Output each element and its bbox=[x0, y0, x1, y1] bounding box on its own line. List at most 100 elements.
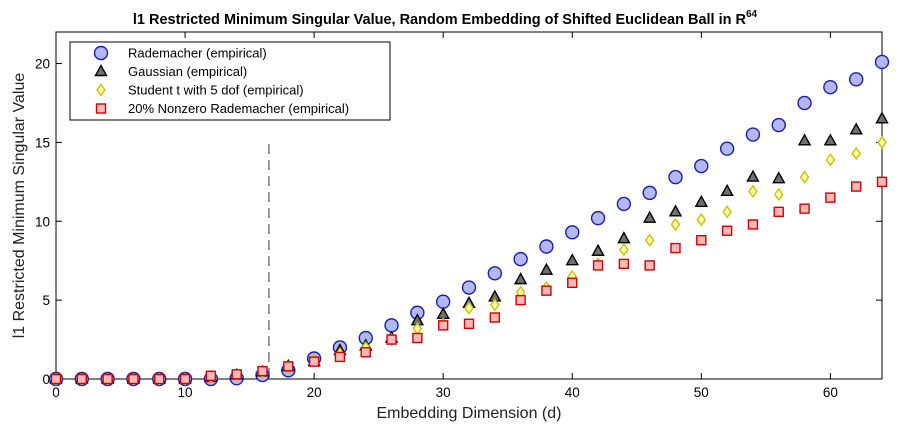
data-point bbox=[823, 133, 838, 146]
data-point bbox=[746, 169, 760, 182]
data-point bbox=[850, 181, 862, 192]
data-point bbox=[618, 258, 630, 270]
data-point bbox=[487, 266, 503, 281]
x-tick-label: 40 bbox=[565, 385, 580, 400]
data-point bbox=[592, 260, 604, 271]
y-tick-label: 15 bbox=[35, 135, 50, 150]
data-point bbox=[799, 170, 810, 184]
data-point bbox=[825, 153, 836, 167]
data-point bbox=[619, 242, 629, 257]
x-tick-label: 0 bbox=[52, 385, 60, 400]
legend-label: Rademacher (empirical) bbox=[128, 46, 267, 61]
legend-marker bbox=[93, 45, 109, 61]
data-point bbox=[876, 176, 888, 188]
data-point bbox=[616, 196, 632, 212]
data-markers bbox=[48, 54, 890, 387]
legend-label: Student t with 5 dof (empirical) bbox=[128, 83, 304, 98]
data-point bbox=[591, 243, 605, 256]
data-point bbox=[694, 194, 708, 208]
legend-item: Gaussian (empirical) bbox=[94, 64, 247, 79]
legend-marker bbox=[94, 64, 108, 77]
y-tick-label: 10 bbox=[35, 214, 50, 229]
data-point bbox=[851, 146, 862, 161]
data-point bbox=[539, 262, 554, 275]
plot-area: 0 10 20 30 40 50 60 0 5 10 15 20 bbox=[35, 31, 883, 400]
data-point bbox=[772, 171, 786, 184]
data-point bbox=[489, 312, 501, 323]
data-point bbox=[386, 334, 397, 345]
data-point bbox=[722, 205, 732, 219]
data-point bbox=[797, 133, 812, 146]
data-point bbox=[696, 234, 707, 246]
data-point bbox=[565, 225, 580, 240]
data-point bbox=[565, 253, 579, 266]
data-point bbox=[668, 204, 683, 217]
data-point bbox=[102, 373, 113, 385]
data-point bbox=[696, 213, 707, 227]
data-point bbox=[435, 294, 451, 309]
data-point bbox=[719, 141, 735, 156]
data-point bbox=[231, 369, 242, 380]
data-point bbox=[567, 277, 578, 288]
data-point bbox=[128, 373, 139, 385]
data-point bbox=[257, 365, 268, 377]
chart-title-superscript: 64 bbox=[746, 9, 758, 20]
data-point bbox=[874, 54, 890, 70]
legend-item: Rademacher (empirical) bbox=[93, 45, 267, 61]
data-point bbox=[76, 373, 88, 385]
data-point bbox=[797, 95, 812, 111]
data-point bbox=[283, 361, 294, 372]
y-tick-label: 20 bbox=[35, 57, 50, 72]
data-point bbox=[464, 301, 474, 315]
data-point bbox=[463, 318, 475, 329]
data-point bbox=[308, 356, 320, 367]
data-point bbox=[436, 306, 450, 320]
series-gaussian bbox=[49, 111, 889, 384]
data-point bbox=[745, 127, 761, 142]
data-point bbox=[412, 332, 423, 344]
data-point bbox=[644, 233, 655, 247]
data-point bbox=[590, 210, 606, 226]
data-point bbox=[617, 231, 631, 244]
data-point bbox=[643, 210, 657, 223]
data-point bbox=[437, 320, 449, 331]
data-point bbox=[875, 111, 889, 124]
series-sparse-rademacher bbox=[50, 176, 888, 385]
data-point bbox=[513, 272, 528, 285]
y-axis-label: l1 Restricted Minimum Singular Value bbox=[11, 73, 28, 339]
data-point bbox=[489, 298, 500, 312]
x-tick-label: 20 bbox=[307, 385, 322, 400]
y-tick-label: 0 bbox=[42, 372, 50, 387]
legend-marker bbox=[96, 83, 106, 97]
x-tick-label: 10 bbox=[178, 385, 193, 400]
data-point bbox=[848, 72, 864, 87]
data-point bbox=[670, 217, 681, 232]
data-point bbox=[849, 122, 863, 135]
data-point bbox=[205, 370, 217, 382]
data-point bbox=[721, 225, 733, 236]
data-point bbox=[179, 373, 191, 385]
data-point bbox=[773, 187, 784, 202]
legend: Rademacher (empirical) Gaussian (empirica… bbox=[69, 41, 391, 121]
legend-label: Gaussian (empirical) bbox=[128, 64, 247, 79]
data-point bbox=[154, 373, 165, 385]
data-point bbox=[823, 80, 838, 95]
plot-frame bbox=[55, 31, 883, 380]
data-point bbox=[694, 158, 709, 174]
x-tick-label: 60 bbox=[823, 385, 838, 400]
data-point bbox=[642, 185, 657, 201]
data-point bbox=[461, 280, 477, 295]
legend-item: Student t with 5 dof (empirical) bbox=[96, 83, 304, 98]
data-point bbox=[334, 351, 346, 363]
legend-label: 20% Nonzero Rademacher (empirical) bbox=[128, 101, 349, 116]
data-point bbox=[513, 251, 528, 267]
data-point bbox=[771, 117, 786, 133]
series-student-t bbox=[51, 135, 887, 386]
legend-item: 20% Nonzero Rademacher (empirical) bbox=[95, 101, 349, 116]
data-point bbox=[384, 318, 399, 333]
legend-marker bbox=[95, 103, 107, 114]
data-point bbox=[644, 260, 655, 271]
data-point bbox=[360, 346, 371, 358]
data-point bbox=[541, 285, 552, 296]
